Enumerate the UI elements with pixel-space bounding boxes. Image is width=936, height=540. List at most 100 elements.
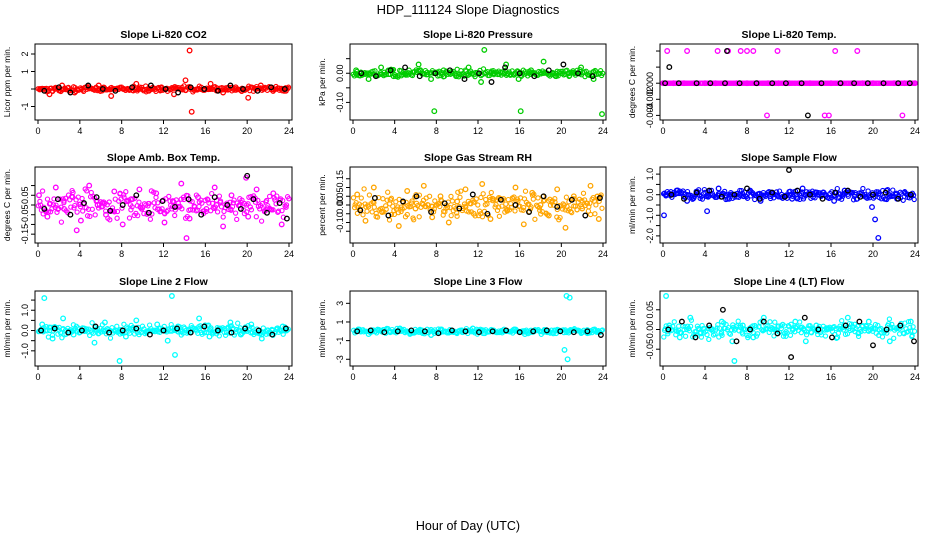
data-point-background [80, 208, 86, 214]
x-tick-label: 24 [598, 126, 608, 136]
data-point-background [351, 204, 358, 211]
data-point-black [187, 329, 194, 336]
data-point-colored [220, 223, 227, 230]
data-point-background [62, 195, 69, 201]
data-point-colored [101, 319, 108, 326]
data-point-black [476, 70, 482, 77]
data-point-black [224, 202, 231, 208]
data-point-background [360, 212, 366, 218]
data-point-background [503, 201, 509, 207]
data-point-colored [481, 46, 488, 53]
data-point-colored [386, 328, 393, 335]
data-point-black [85, 82, 92, 89]
data-point-background [283, 85, 289, 91]
data-point-background [121, 194, 127, 200]
data-point-background [788, 321, 794, 327]
data-point-colored [869, 204, 875, 211]
data-point-black [281, 86, 288, 92]
data-point-colored [453, 73, 460, 80]
data-point-colored [378, 64, 385, 71]
data-point-colored [774, 48, 781, 54]
data-point-background [275, 208, 282, 214]
data-point-background [217, 198, 224, 204]
data-point-black [760, 318, 767, 325]
y-tick-label: 1.0 [645, 168, 655, 181]
data-point-black [782, 80, 789, 87]
data-point-colored [429, 214, 436, 221]
data-point-colored [718, 318, 725, 325]
data-point-black [240, 86, 246, 92]
data-point-colored [528, 67, 535, 74]
data-point-background [391, 211, 398, 218]
data-point-background [388, 211, 395, 218]
data-point-black [55, 84, 62, 91]
data-point-black [895, 195, 902, 202]
data-point-colored [168, 293, 175, 299]
x-tick-label: 12 [784, 372, 794, 382]
data-point-black [435, 330, 442, 337]
data-point-background [89, 320, 95, 326]
data-point-black [67, 89, 74, 96]
data-point-background [121, 321, 127, 327]
panel-data [351, 292, 606, 363]
data-point-background [458, 188, 464, 194]
data-point-background [911, 196, 917, 203]
data-point-black [897, 322, 904, 329]
panel-ylabel: Licor ppm per min. [2, 47, 12, 117]
data-point-background [214, 209, 221, 215]
data-point-black [283, 215, 290, 222]
data-point-colored [365, 76, 372, 83]
data-point-black [394, 328, 401, 335]
data-point-background [206, 200, 212, 206]
data-point-colored [470, 210, 477, 217]
data-point-colored [404, 188, 411, 194]
data-point-black [668, 191, 675, 198]
data-point-black [264, 209, 270, 216]
data-point-background [547, 330, 553, 336]
data-point-background [860, 185, 866, 192]
data-point-background [209, 190, 215, 197]
data-point-colored [86, 182, 93, 189]
x-tick-label: 8 [744, 372, 749, 382]
data-point-colored [203, 205, 210, 212]
data-point-background [213, 202, 220, 208]
data-point-colored [553, 73, 560, 80]
panel-data [35, 172, 292, 242]
data-point-black [662, 80, 669, 87]
data-point-background [900, 197, 906, 203]
data-point-background [179, 206, 185, 212]
data-point-black [584, 328, 591, 335]
data-point-background [119, 330, 125, 336]
data-point-colored [428, 76, 435, 83]
data-point-black [145, 209, 152, 216]
x-tick-label: 0 [660, 126, 665, 136]
data-point-colored [849, 80, 855, 87]
data-point-black [842, 322, 849, 329]
data-point-background [448, 193, 454, 200]
data-point-black [381, 329, 388, 336]
data-point-background [473, 196, 479, 202]
data-point-colored [744, 80, 750, 87]
data-point-black [358, 70, 365, 77]
data-point-black [794, 187, 801, 194]
data-point-black [568, 196, 575, 203]
data-point-black [693, 80, 700, 87]
data-point-background [128, 207, 134, 213]
data-point-background [488, 189, 494, 196]
data-point-background [249, 324, 255, 331]
data-point-background [125, 197, 131, 203]
data-point-background [390, 66, 397, 73]
data-point-colored [663, 191, 670, 198]
data-point-background [844, 331, 851, 337]
data-point-background [454, 210, 460, 216]
data-point-colored [379, 209, 386, 215]
chart-panel: Slope Line 3 Flow ml/min per min. 0 4 8 12 16 2… [317, 276, 608, 382]
data-point-black [244, 172, 251, 179]
x-tick-label: 4 [392, 249, 397, 259]
data-point-background [520, 204, 527, 211]
data-point-black [832, 189, 839, 196]
data-point-background [114, 215, 120, 221]
data-point-black [837, 80, 844, 87]
data-point-black [543, 327, 550, 334]
data-point-background [466, 209, 472, 215]
